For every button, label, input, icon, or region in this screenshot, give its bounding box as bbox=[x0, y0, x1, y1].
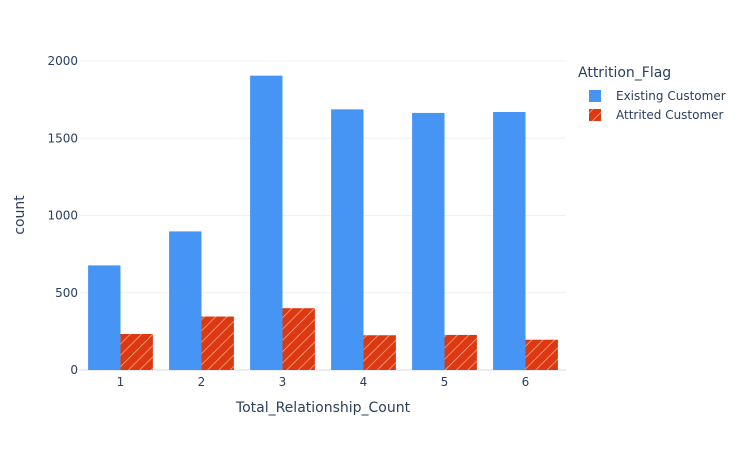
x-tick-label: 3 bbox=[279, 375, 287, 389]
bar-existing-customer-5 bbox=[412, 112, 445, 371]
x-tick-label: 1 bbox=[117, 375, 125, 389]
bar-existing-customer-1 bbox=[88, 265, 121, 370]
legend-label[interactable]: Attrited Customer bbox=[616, 108, 724, 122]
bar-attrited-customer-6 bbox=[525, 339, 558, 370]
legend-label[interactable]: Existing Customer bbox=[616, 89, 726, 103]
bar-existing-customer-4 bbox=[331, 109, 364, 371]
bar-attrited-customer-1 bbox=[120, 334, 153, 370]
x-tick-label: 2 bbox=[198, 375, 206, 389]
legend-swatch[interactable] bbox=[589, 90, 601, 102]
bar-attrited-customer-5 bbox=[444, 334, 477, 370]
legend: Attrition_Flag Existing Customer Attrited… bbox=[578, 65, 726, 122]
y-tick-label: 2000 bbox=[47, 54, 78, 68]
bar-attrited-customer-2 bbox=[201, 316, 234, 370]
legend-swatch[interactable] bbox=[589, 109, 601, 121]
y-tick-label: 500 bbox=[55, 286, 78, 300]
bar-attrited-customer-4 bbox=[363, 335, 396, 370]
bars bbox=[88, 75, 558, 371]
bar-existing-customer-6 bbox=[493, 111, 526, 371]
y-axis-title: count bbox=[12, 195, 28, 235]
x-axis-title: Total_Relationship_Count bbox=[235, 400, 411, 416]
y-tick-label: 1500 bbox=[47, 131, 78, 145]
gridlines bbox=[80, 60, 566, 371]
y-tick-label: 1000 bbox=[47, 209, 78, 223]
x-tick-label: 5 bbox=[441, 375, 449, 389]
x-tick-label: 6 bbox=[522, 375, 530, 389]
bar-existing-customer-2 bbox=[169, 231, 202, 370]
legend-title: Attrition_Flag bbox=[578, 65, 671, 81]
x-tick-labels: 1 2 3 4 5 6 bbox=[117, 375, 530, 389]
x-tick-label: 4 bbox=[360, 375, 368, 389]
y-tick-labels: 0 500 1000 1500 2000 bbox=[47, 54, 78, 377]
bar-existing-customer-3 bbox=[250, 75, 283, 371]
y-tick-label: 0 bbox=[70, 363, 78, 377]
bar-attrited-customer-3 bbox=[282, 308, 315, 370]
